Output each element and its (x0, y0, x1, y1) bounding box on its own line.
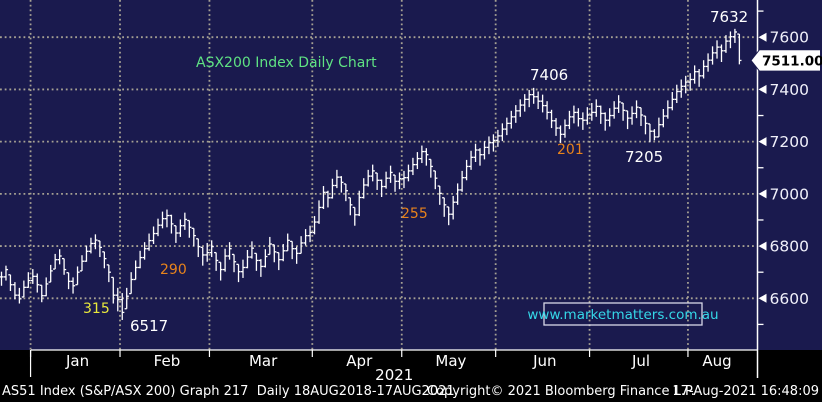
last-price-tag (750, 49, 821, 72)
x-axis-month-label: Aug (702, 352, 731, 370)
axis-band (0, 350, 822, 382)
y-axis-label: 7200 (770, 133, 809, 151)
chart-annotation: 7406 (530, 66, 568, 84)
status-timestamp: 17-Aug-2021 16:48:09 (672, 384, 819, 399)
chart-annotation: 7632 (710, 8, 748, 26)
chart-annotation: 290 (160, 262, 187, 278)
chart-annotation: 7205 (625, 148, 663, 166)
x-axis-month-label: Feb (154, 352, 181, 370)
y-tick-arrow-icon (758, 84, 767, 94)
x-axis-month-label: Jun (532, 352, 556, 370)
status-instrument: AS51 Index (S&P/ASX 200) Graph 217 Daily… (2, 384, 455, 399)
last-price-value: 7511.000 (762, 53, 822, 69)
chart-annotation: 6517 (130, 317, 168, 335)
plot-background (0, 0, 822, 350)
y-axis-label: 6800 (770, 238, 809, 256)
chart-annotation: 201 (557, 142, 584, 158)
x-axis-month-label: Jul (631, 352, 650, 370)
y-axis-label: 7600 (770, 29, 809, 47)
status-copyright: Copyright© 2021 Bloomberg Finance L.P. (427, 384, 695, 399)
y-tick-arrow-icon (758, 293, 767, 303)
x-axis-month-label: May (435, 352, 466, 370)
x-axis-year-label: 2021 (375, 366, 413, 382)
y-tick-arrow-icon (758, 189, 767, 199)
chart-annotation: ASX200 Index Daily Chart (196, 55, 377, 71)
y-axis-label: 6600 (770, 290, 809, 308)
chart-annotation: 315 (83, 301, 110, 317)
x-axis-month-label: Apr (346, 352, 373, 370)
y-tick-arrow-icon (758, 241, 767, 251)
y-axis-label: 7400 (770, 81, 809, 99)
y-axis-label: 7000 (770, 185, 809, 203)
y-tick-arrow-icon (758, 32, 767, 42)
status-bar: AS51 Index (S&P/ASX 200) Graph 217 Daily… (0, 382, 822, 402)
x-axis-month-label: Jan (65, 352, 89, 370)
marketmatters-link[interactable]: www.marketmatters.com.au (527, 307, 718, 323)
price-chart: 6600 6800 7000 7200 7400 7600 Jan Feb Mar Apr May J… (0, 0, 822, 384)
marketmatters-link-box[interactable] (543, 302, 703, 326)
chart-annotation: 255 (401, 206, 428, 222)
x-axis-month-label: Mar (249, 352, 278, 370)
y-tick-arrow-icon (758, 137, 767, 147)
ohlc-bars (0, 28, 742, 320)
